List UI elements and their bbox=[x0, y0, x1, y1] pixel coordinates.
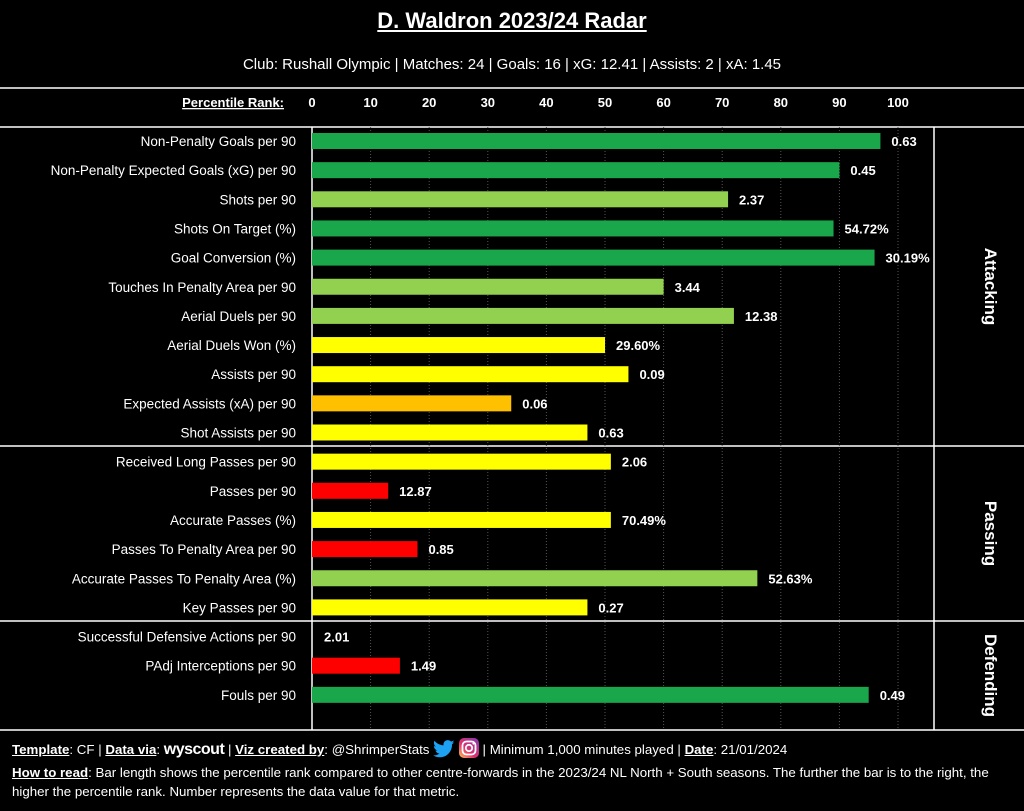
data-label: 0.09 bbox=[639, 367, 664, 382]
data-label: 0.06 bbox=[522, 396, 547, 411]
metric-label: Goal Conversion (%) bbox=[171, 251, 296, 266]
tick-label: 40 bbox=[539, 95, 553, 110]
data-label: 12.38 bbox=[745, 309, 778, 324]
tick-label: 60 bbox=[656, 95, 670, 110]
bar bbox=[312, 453, 611, 470]
bar bbox=[312, 366, 629, 383]
data-label: 52.63% bbox=[768, 571, 813, 586]
metric-label: Accurate Passes (%) bbox=[170, 513, 296, 528]
instagram-icon[interactable] bbox=[458, 738, 479, 763]
metric-label: Expected Assists (xA) per 90 bbox=[123, 396, 296, 411]
viz-label: Viz created by bbox=[235, 742, 325, 757]
section-label: Passing bbox=[981, 501, 1000, 566]
chart-subtitle: Club: Rushall Olympic | Matches: 24 | Go… bbox=[242, 56, 782, 73]
data-label: 2.06 bbox=[622, 455, 647, 470]
bar bbox=[312, 482, 389, 499]
metric-label: Shots per 90 bbox=[219, 192, 296, 207]
tick-label: 10 bbox=[363, 95, 377, 110]
bar bbox=[312, 657, 400, 674]
bar bbox=[312, 395, 512, 412]
footer-how-to-read: How to read: Bar length shows the percen… bbox=[12, 765, 989, 799]
bar bbox=[312, 511, 611, 528]
date-label: Date bbox=[684, 742, 714, 757]
section-label: Defending bbox=[981, 634, 1000, 717]
data-label: 0.27 bbox=[598, 600, 623, 615]
data-label: 12.87 bbox=[399, 484, 432, 499]
data-label: 0.63 bbox=[598, 426, 623, 441]
bar bbox=[312, 278, 664, 295]
metric-label: Received Long Passes per 90 bbox=[116, 455, 296, 470]
bar bbox=[312, 541, 418, 558]
tick-label: 70 bbox=[715, 95, 729, 110]
tick-label: 90 bbox=[832, 95, 846, 110]
data-label: 70.49% bbox=[622, 513, 667, 528]
metric-label: Non-Penalty Expected Goals (xG) per 90 bbox=[51, 163, 296, 178]
metric-label: PAdj Interceptions per 90 bbox=[145, 659, 296, 674]
tick-label: 80 bbox=[774, 95, 788, 110]
data-label: 1.49 bbox=[411, 659, 436, 674]
twitter-icon[interactable] bbox=[433, 740, 455, 763]
chart-title: D. Waldron 2023/24 Radar bbox=[377, 8, 647, 33]
metric-label: Shot Assists per 90 bbox=[180, 426, 296, 441]
bar bbox=[312, 191, 729, 208]
data-via-label: Data via bbox=[105, 742, 157, 757]
data-label: 2.37 bbox=[739, 192, 764, 207]
data-label: 54.72% bbox=[845, 221, 890, 236]
section-label: Attacking bbox=[981, 248, 1000, 325]
bar bbox=[312, 599, 588, 616]
bar bbox=[312, 249, 875, 266]
metric-label: Shots On Target (%) bbox=[174, 221, 296, 236]
metric-label: Assists per 90 bbox=[211, 367, 296, 382]
data-label: 0.49 bbox=[880, 688, 905, 703]
bar bbox=[312, 424, 588, 441]
date-value: 21/01/2024 bbox=[720, 742, 788, 757]
metric-label: Fouls per 90 bbox=[221, 688, 296, 703]
tick-label: 100 bbox=[887, 95, 909, 110]
how-label: How to read bbox=[12, 765, 89, 780]
bar bbox=[312, 162, 840, 179]
metric-label: Passes per 90 bbox=[210, 484, 296, 499]
metric-label: Successful Defensive Actions per 90 bbox=[78, 630, 296, 645]
author-handle[interactable]: @ShrimperStats bbox=[331, 742, 430, 757]
metric-label: Accurate Passes To Penalty Area (%) bbox=[72, 571, 296, 586]
wyscout-logo: wyscout bbox=[163, 741, 225, 758]
bar bbox=[312, 220, 834, 237]
metric-label: Key Passes per 90 bbox=[183, 600, 296, 615]
data-label: 0.63 bbox=[891, 134, 916, 149]
tick-label: 50 bbox=[598, 95, 612, 110]
data-label: 3.44 bbox=[675, 280, 701, 295]
tick-label: 30 bbox=[481, 95, 495, 110]
data-label: 0.85 bbox=[428, 542, 453, 557]
how-text: Bar length shows the percentile rank com… bbox=[12, 765, 989, 799]
metric-label: Non-Penalty Goals per 90 bbox=[141, 134, 296, 149]
bar bbox=[312, 337, 605, 354]
metric-label: Aerial Duels Won (%) bbox=[167, 338, 296, 353]
template-label: Template bbox=[12, 742, 70, 757]
data-label: 29.60% bbox=[616, 338, 661, 353]
tick-label: 0 bbox=[308, 95, 315, 110]
bar bbox=[312, 307, 734, 324]
minimum-minutes: Minimum 1,000 minutes played bbox=[489, 742, 674, 757]
tick-label: 20 bbox=[422, 95, 436, 110]
data-label: 2.01 bbox=[324, 630, 349, 645]
axis-label: Percentile Rank: bbox=[182, 95, 284, 110]
metric-label: Passes To Penalty Area per 90 bbox=[112, 542, 296, 557]
data-label: 0.45 bbox=[850, 163, 875, 178]
footer-line-1: Template: CF | Data via: wyscout | Viz c… bbox=[12, 738, 1012, 763]
metric-label: Touches In Penalty Area per 90 bbox=[108, 280, 296, 295]
bar bbox=[312, 570, 758, 587]
template-value: CF bbox=[76, 742, 95, 757]
data-label: 30.19% bbox=[886, 251, 931, 266]
footer: Template: CF | Data via: wyscout | Viz c… bbox=[12, 738, 1012, 801]
bar bbox=[312, 133, 881, 149]
metric-label: Aerial Duels per 90 bbox=[181, 309, 296, 324]
bar bbox=[312, 686, 869, 703]
